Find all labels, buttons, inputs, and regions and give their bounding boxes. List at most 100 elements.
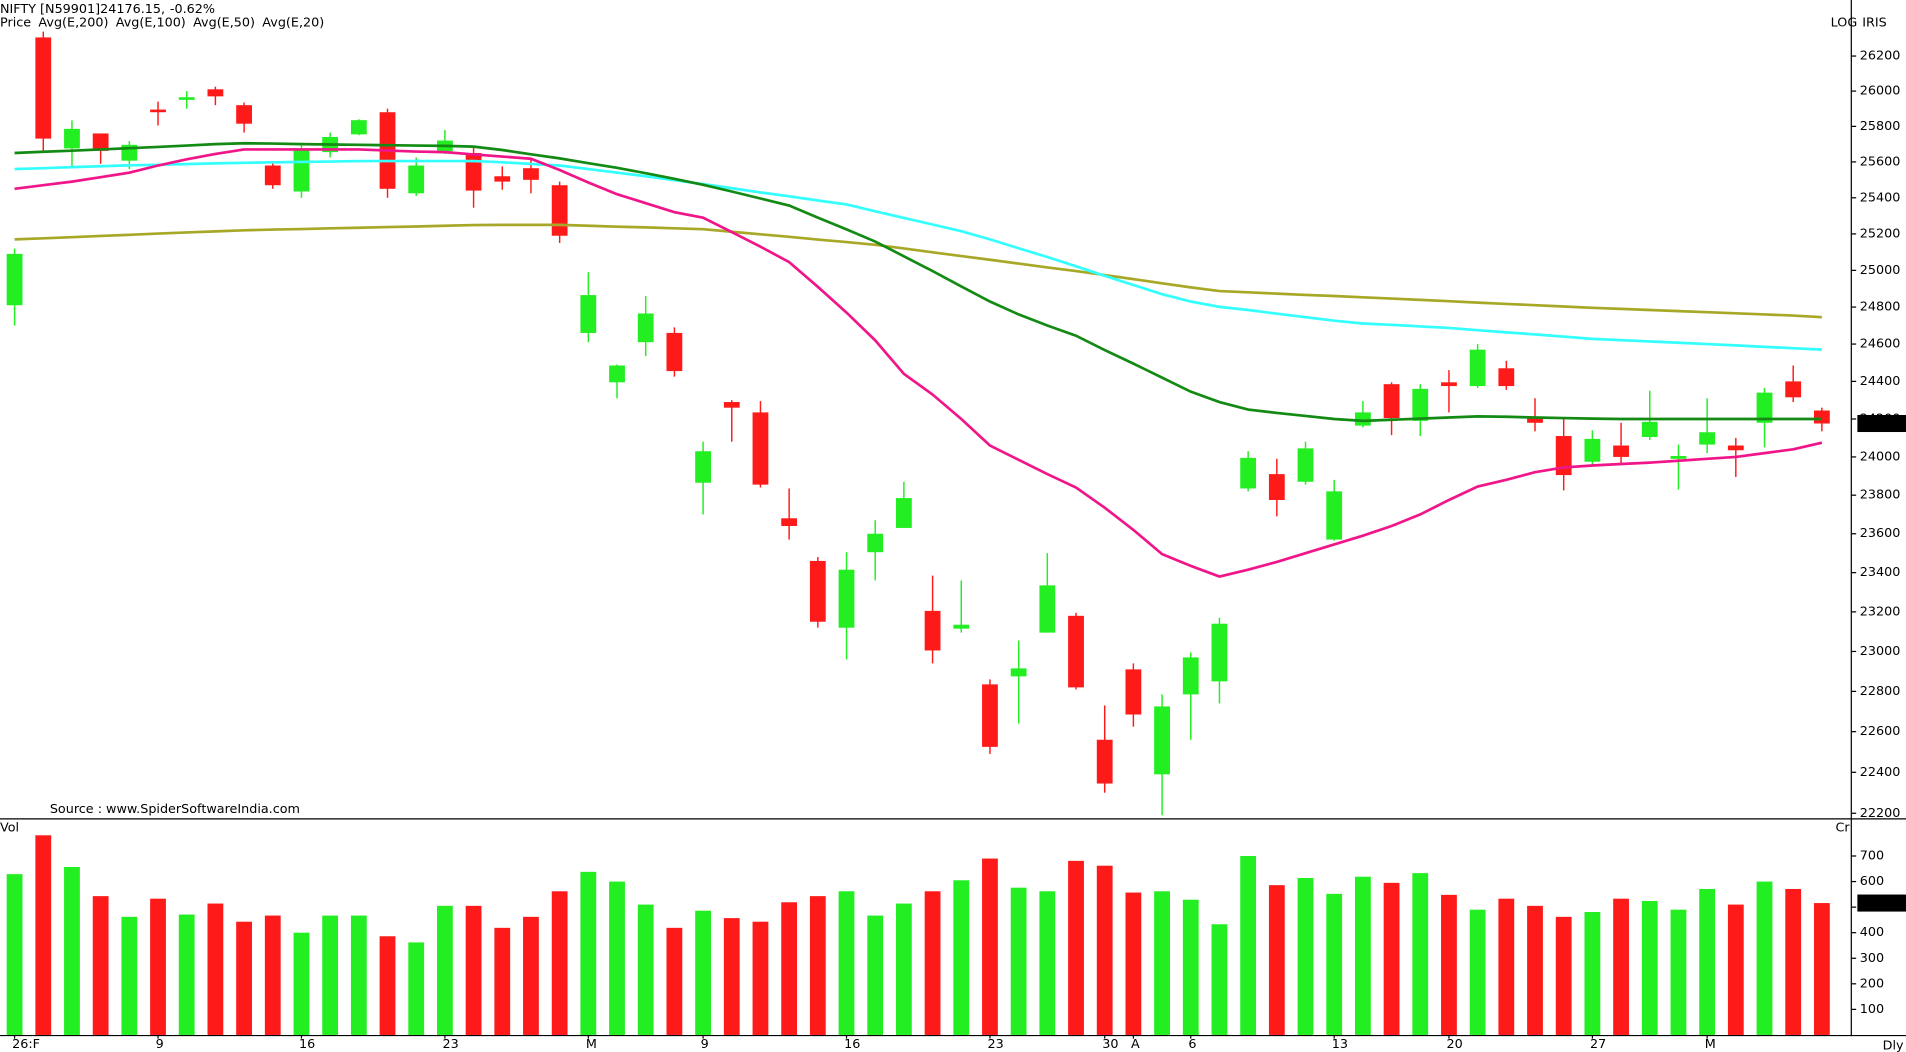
y-tick-label: 24000: [1860, 449, 1901, 464]
last-price-box: [1857, 414, 1906, 433]
legend-entry: Avg(E,200): [38, 16, 108, 31]
y-tick-label: 22800: [1860, 684, 1901, 699]
candle-body: [609, 365, 625, 383]
change-label: -0.62%: [170, 2, 215, 17]
volume-label: Vol: [0, 820, 19, 835]
candle-body: [1211, 623, 1228, 682]
candle-body: [1727, 445, 1744, 451]
volume-bar: [895, 903, 912, 1035]
volume-bar: [695, 910, 711, 1035]
volume-bar: [1068, 860, 1084, 1035]
volume-bar: [781, 902, 798, 1035]
candle-body: [1240, 457, 1257, 489]
candle-body: [1641, 421, 1658, 437]
candle-body: [264, 165, 281, 186]
candle-body: [924, 610, 941, 651]
y-tick-label: 700: [1860, 848, 1884, 863]
candle-body: [1354, 412, 1371, 426]
volume-bar: [867, 915, 884, 1035]
volume-bar: [6, 874, 23, 1035]
volume-bar: [1268, 885, 1285, 1035]
volume-bar: [1613, 898, 1629, 1035]
candle-body: [982, 684, 998, 747]
candle-body: [35, 37, 52, 139]
y-tick-label: 600: [1860, 874, 1884, 889]
x-tick-label: 23: [988, 1037, 1004, 1052]
volume-bar: [1039, 891, 1056, 1035]
volume-bar: [551, 891, 568, 1035]
chart-title: NIFTY [N59901]24176.15,: [0, 2, 165, 17]
candle-body: [1785, 381, 1802, 398]
last-volume-label: 515.91: [1860, 896, 1905, 911]
legend-entry: Price: [0, 16, 31, 31]
volume-bar: [723, 918, 740, 1035]
y-tick-label: 25800: [1860, 119, 1901, 134]
frequency-label: Dly: [1883, 1038, 1904, 1052]
y-tick-label: 23400: [1860, 565, 1901, 580]
moving-average-line: [14, 141, 1822, 423]
x-tick-label: 9: [156, 1037, 164, 1052]
volume-bar: [1527, 905, 1543, 1035]
candle-body: [637, 313, 654, 343]
volume-bar: [1441, 894, 1457, 1035]
y-tick-label: 25600: [1860, 154, 1901, 169]
volume-bar: [150, 898, 166, 1035]
candle-body: [551, 185, 568, 236]
candle-body: [1268, 474, 1285, 500]
volume-bar: [207, 903, 224, 1035]
candle-body: [1670, 455, 1687, 459]
volume-bar: [953, 880, 970, 1035]
candle-body: [1010, 668, 1027, 677]
volume-bar: [35, 835, 52, 1035]
y-tick-label: 22200: [1860, 806, 1901, 821]
y-tick-label: 22400: [1860, 765, 1901, 780]
volume-bar: [1699, 888, 1716, 1035]
legend-entry: Avg(E,20): [262, 16, 324, 31]
y-tick-label: 25400: [1860, 190, 1901, 205]
candle-body: [1756, 392, 1773, 423]
candle-body: [494, 176, 511, 182]
candle-body: [523, 168, 539, 180]
candle-body: [465, 153, 482, 191]
candle-body: [1182, 657, 1199, 695]
volume-bar: [752, 921, 769, 1035]
volume-bar: [838, 891, 855, 1035]
candle-body: [781, 518, 798, 527]
y-tick-label: 300: [1860, 951, 1884, 966]
candle-body: [953, 624, 970, 629]
last-price-label: 24176.15: [1860, 416, 1906, 431]
volume-bar: [64, 866, 80, 1035]
volume-bar: [1756, 881, 1773, 1035]
volume-bar: [1297, 877, 1314, 1035]
candle-body: [1469, 349, 1486, 387]
x-tick-label: 16: [299, 1037, 315, 1052]
candle-body: [236, 105, 252, 124]
volume-bar: [1813, 903, 1830, 1035]
candle-body: [1154, 706, 1170, 775]
volume-bar: [322, 915, 339, 1035]
volume-bar: [666, 927, 683, 1035]
y-tick-label: 23000: [1860, 644, 1901, 659]
candle-body: [809, 560, 826, 622]
candle-body: [293, 148, 310, 192]
x-tick-label: 20: [1447, 1037, 1463, 1052]
volume-bar: [523, 916, 539, 1035]
volume-bar: [1096, 865, 1113, 1035]
candle-body: [752, 412, 769, 485]
volume-bar: [982, 858, 998, 1035]
candle-body: [723, 402, 740, 408]
moving-average-line: [14, 159, 1822, 351]
volume-bar: [1326, 893, 1343, 1035]
candle-body: [207, 89, 224, 97]
y-tick-label: 23600: [1860, 526, 1901, 541]
candle-body: [1412, 388, 1429, 421]
volume-bar: [121, 916, 138, 1035]
volume-bar: [1182, 899, 1199, 1035]
volume-bar: [1727, 904, 1744, 1035]
y-tick-label: 26200: [1860, 49, 1901, 64]
volume-bar: [92, 896, 109, 1035]
x-tick-label: A: [1131, 1037, 1140, 1052]
candle-body: [1613, 445, 1629, 457]
